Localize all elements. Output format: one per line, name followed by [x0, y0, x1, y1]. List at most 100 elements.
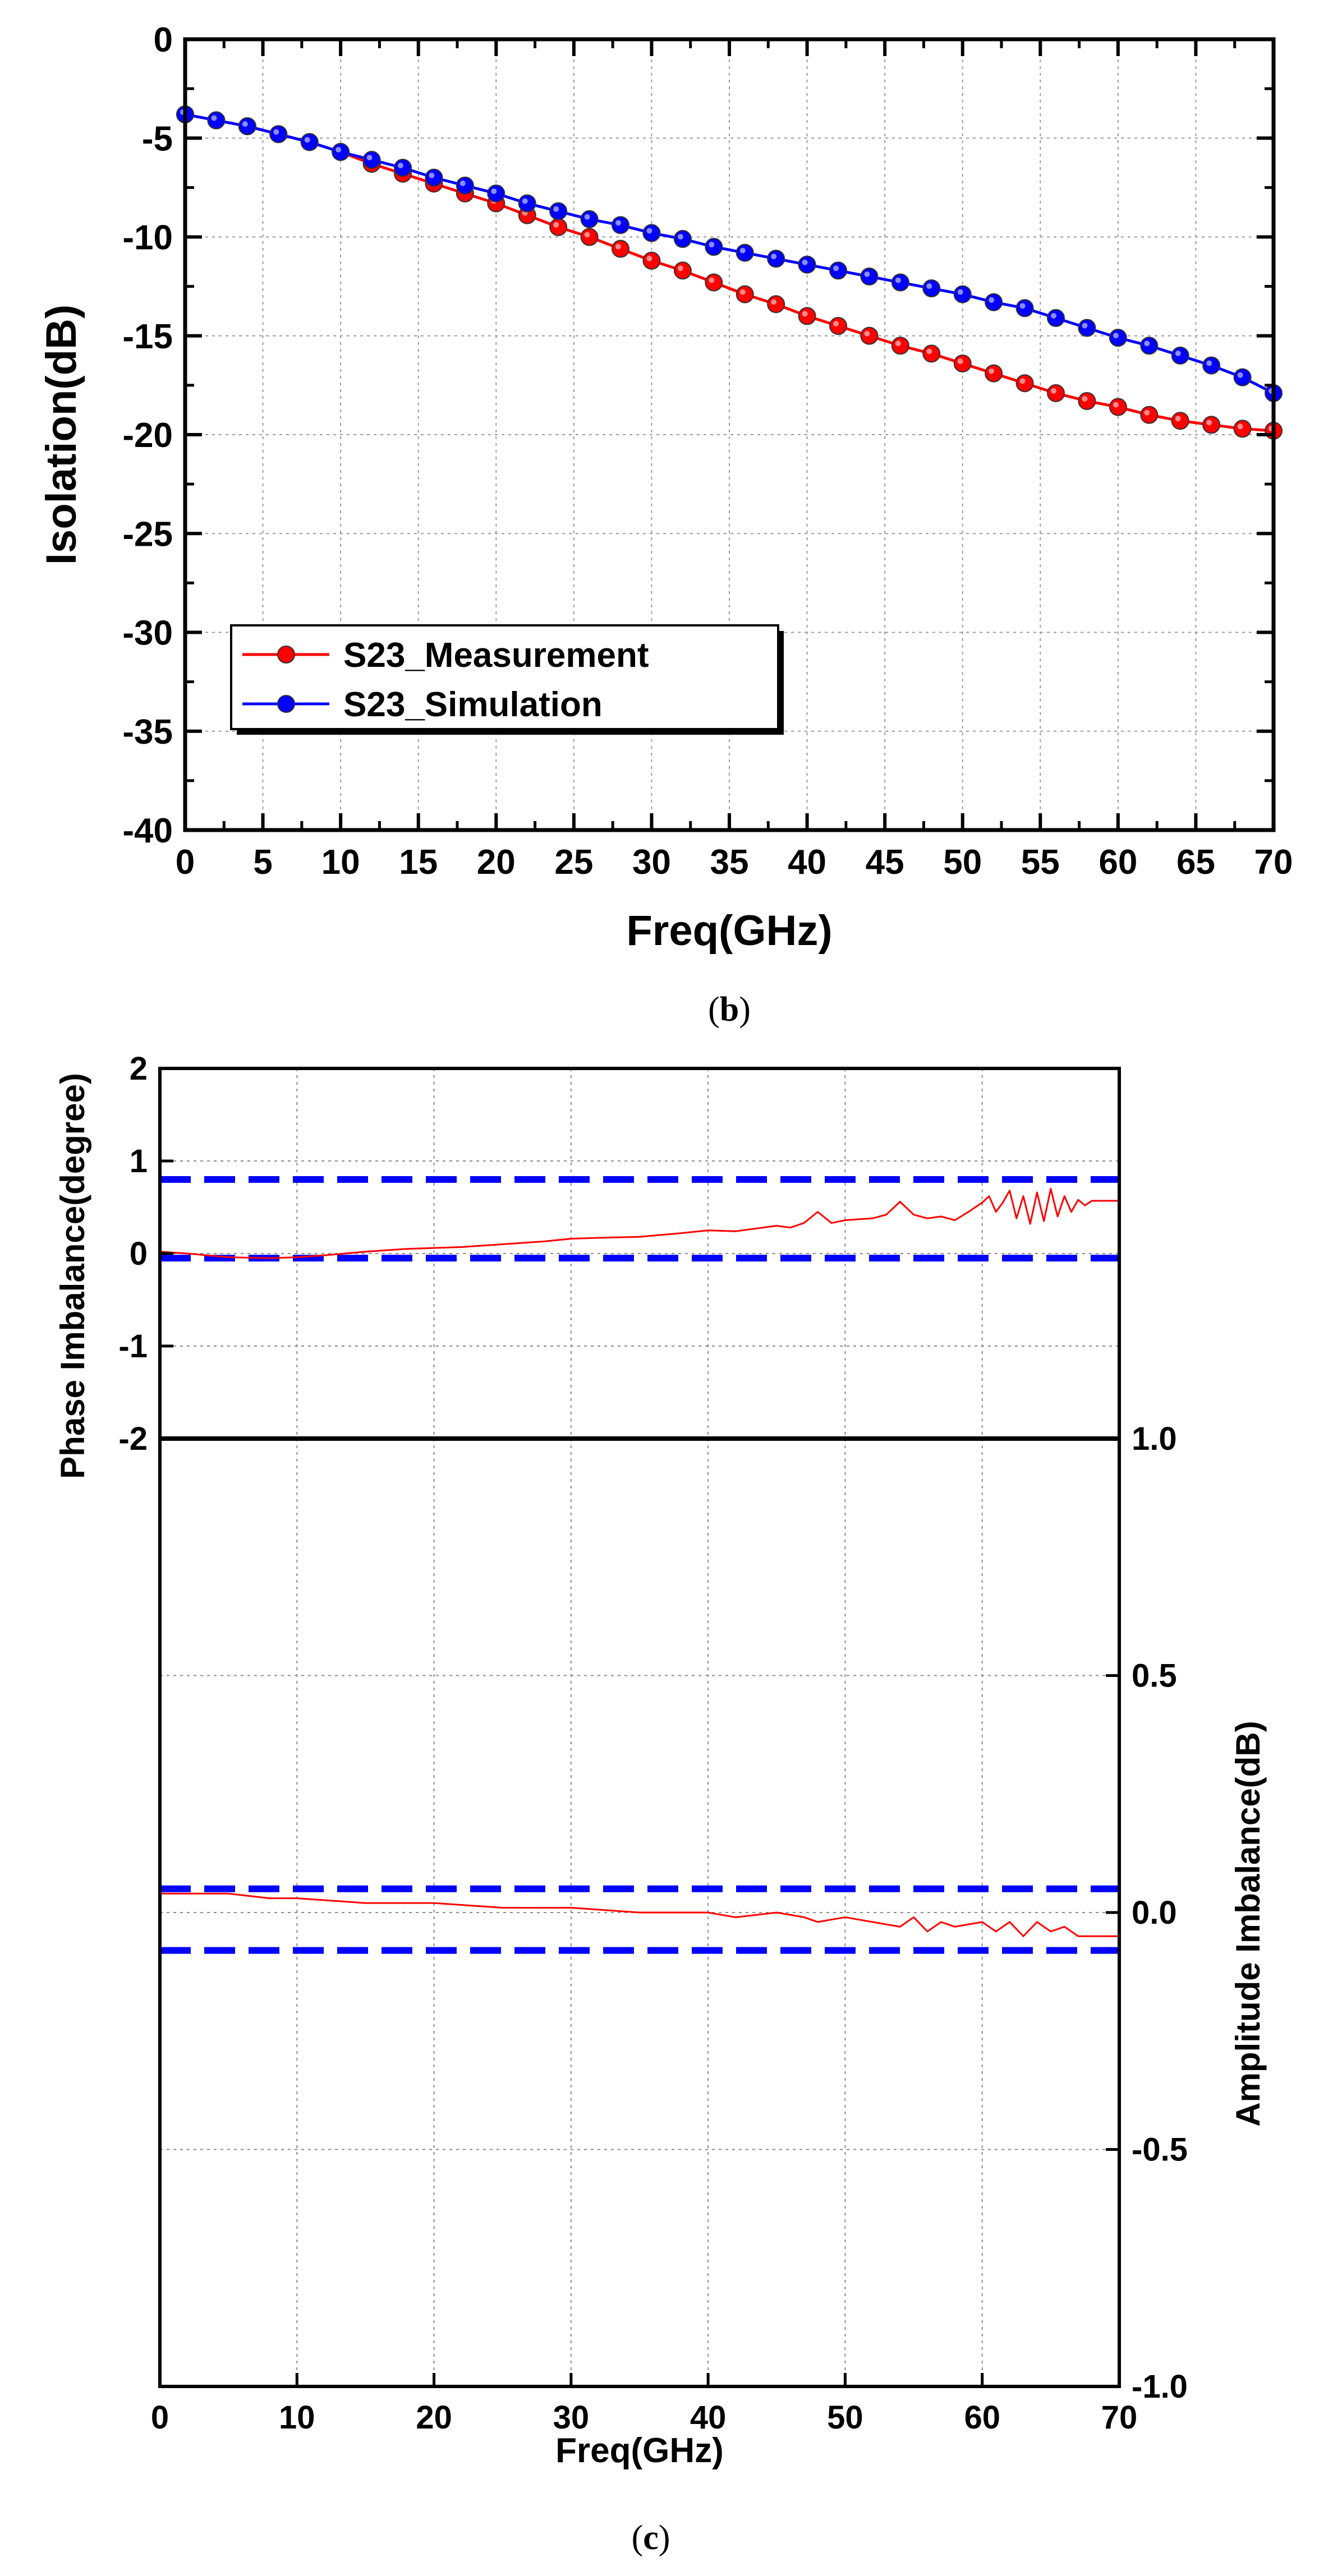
isolation-point — [829, 261, 847, 280]
isolation-point-highlight — [1113, 333, 1119, 339]
isolation-point — [891, 273, 909, 292]
isolation-point — [580, 228, 599, 246]
amplitude-imbalance-axis-label: Amplitude Imbalance(dB) — [1229, 1721, 1267, 2126]
isolation-x-tick-label: 30 — [632, 843, 671, 882]
isolation-point-highlight — [957, 289, 963, 295]
isolation-point-highlight — [646, 255, 652, 261]
isolation-point-highlight — [553, 222, 559, 228]
isolation-point-highlight — [615, 243, 621, 250]
isolation-point — [1202, 356, 1221, 375]
amplitude-y-tick-label: 0.0 — [1132, 1895, 1177, 1931]
isolation-point — [1109, 398, 1127, 416]
isolation-point-highlight — [1144, 409, 1150, 416]
isolation-point-highlight — [709, 242, 715, 248]
isolation-point-highlight — [553, 206, 559, 212]
isolation-point — [1171, 347, 1189, 365]
phase-y-tick-label: 0 — [130, 1236, 148, 1272]
isolation-x-tick-label: 50 — [943, 843, 982, 882]
isolation-point-highlight — [1144, 340, 1150, 347]
isolation-point — [953, 285, 972, 303]
isolation-point — [798, 255, 816, 274]
isolation-point-highlight — [957, 358, 963, 365]
isolation-point-highlight — [864, 271, 870, 277]
isolation-point — [549, 202, 568, 220]
isolation-x-tick-label: 10 — [321, 843, 360, 882]
isolation-point-highlight — [1206, 420, 1212, 426]
imbalance-x-tick-label: 10 — [279, 2399, 315, 2436]
isolation-point — [1171, 412, 1189, 430]
isolation-point — [362, 151, 381, 169]
phase-y-tick-label: 2 — [130, 1050, 148, 1087]
isolation-point — [238, 117, 256, 136]
isolation-point — [1047, 309, 1065, 328]
isolation-point-highlight — [1082, 396, 1088, 402]
caption-c-open: ( — [632, 2519, 644, 2557]
isolation-x-tick-label: 45 — [866, 843, 904, 882]
isolation-point-highlight — [336, 146, 342, 153]
caption-b-open: ( — [708, 990, 720, 1029]
isolation-point — [673, 261, 692, 280]
isolation-point — [953, 354, 972, 373]
isolation-point-highlight — [584, 232, 590, 238]
isolation-point — [1078, 392, 1096, 411]
isolation-point — [1233, 368, 1252, 386]
isolation-point — [1233, 420, 1252, 438]
isolation-point — [767, 250, 785, 268]
isolation-point-highlight — [615, 220, 621, 226]
isolation-point — [612, 239, 629, 258]
isolation-y-axis-label: Isolation(dB) — [38, 305, 85, 565]
isolation-point — [829, 317, 847, 335]
imbalance-x-tick-label: 20 — [416, 2399, 452, 2436]
isolation-point — [673, 230, 692, 248]
isolation-legend: S23_Measurement S23_Simulation — [230, 624, 784, 735]
isolation-point-highlight — [304, 137, 310, 143]
isolation-x-tick-label: 35 — [710, 843, 749, 882]
isolation-point-highlight — [459, 180, 466, 186]
isolation-point-highlight — [1175, 351, 1181, 356]
isolation-point-highlight — [1206, 360, 1212, 366]
caption-c-letter: c — [643, 2519, 659, 2557]
isolation-point-highlight — [646, 228, 652, 234]
isolation-point-highlight — [833, 265, 839, 271]
isolation-point — [425, 168, 443, 187]
isolation-y-tick-label: -40 — [122, 812, 173, 850]
isolation-point — [394, 159, 412, 177]
isolation-point-highlight — [584, 214, 590, 220]
isolation-point-highlight — [1051, 313, 1056, 319]
isolation-point-highlight — [771, 299, 777, 305]
imbalance-x-tick-label: 60 — [964, 2399, 1000, 2436]
isolation-x-tick-label: 40 — [788, 843, 826, 882]
isolation-point — [1047, 384, 1065, 402]
isolation-point — [642, 251, 661, 270]
isolation-point — [985, 293, 1003, 311]
isolation-series-simulation — [176, 105, 1283, 402]
caption-b-letter: b — [720, 990, 739, 1029]
imbalance-bounds — [160, 1176, 1119, 1954]
isolation-point — [891, 337, 909, 355]
isolation-x-tick-label: 0 — [176, 843, 195, 882]
isolation-point — [860, 326, 879, 345]
isolation-point — [1202, 416, 1221, 434]
isolation-point-highlight — [739, 247, 746, 254]
isolation-point-highlight — [833, 321, 839, 327]
isolation-y-tick-label: -30 — [122, 614, 173, 653]
legend-marker — [277, 646, 295, 663]
isolation-point — [922, 344, 941, 363]
isolation-point — [705, 238, 723, 256]
isolation-point — [985, 364, 1003, 383]
isolation-point-highlight — [677, 234, 683, 240]
imbalance-frame-rect — [158, 1067, 1121, 2388]
isolation-x-tick-label: 65 — [1176, 843, 1215, 882]
isolation-point — [456, 176, 474, 195]
legend-label: S23_Measurement — [343, 636, 649, 675]
isolation-point-highlight — [802, 311, 808, 317]
imbalance-x-axis-label: Freq(GHz) — [555, 2431, 724, 2470]
isolation-y-tick-label: -15 — [122, 317, 173, 356]
isolation-point — [1140, 337, 1159, 355]
isolation-y-tick-label: -25 — [122, 515, 173, 554]
isolation-point-highlight — [926, 283, 932, 289]
isolation-x-axis-label: Freq(GHz) — [626, 907, 832, 955]
isolation-point — [580, 210, 599, 228]
